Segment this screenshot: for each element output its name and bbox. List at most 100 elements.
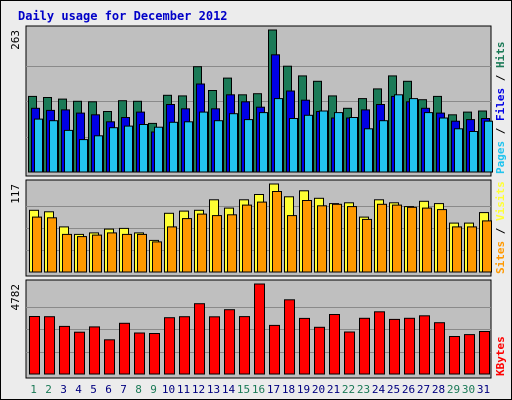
bar-pages-day-5 bbox=[94, 135, 103, 173]
bar-pages-day-24 bbox=[379, 120, 388, 173]
bar-kbytes-day-1 bbox=[29, 316, 40, 375]
day-label-25: 25 bbox=[387, 383, 400, 396]
bar-sites-day-27 bbox=[422, 207, 432, 273]
legend-files: Files bbox=[494, 88, 507, 121]
bar-pages-day-25 bbox=[394, 94, 403, 173]
day-label-31: 31 bbox=[477, 383, 490, 396]
day-label-8: 8 bbox=[135, 383, 142, 396]
bar-pages-day-23 bbox=[364, 128, 373, 173]
bar-sites-day-30 bbox=[467, 226, 477, 273]
bar-kbytes-day-9 bbox=[149, 333, 160, 375]
panel-visits-sites: 117 Sites / Visits bbox=[9, 179, 507, 277]
bar-sites-day-12 bbox=[197, 213, 207, 273]
day-label-12: 12 bbox=[192, 383, 205, 396]
bar-sites-day-19 bbox=[302, 200, 312, 273]
bar-pages-day-3 bbox=[64, 129, 73, 173]
bar-kbytes-day-24 bbox=[374, 311, 385, 375]
bar-kbytes-day-23 bbox=[359, 317, 370, 375]
bar-kbytes-day-22 bbox=[344, 331, 355, 375]
bar-sites-day-6 bbox=[107, 232, 117, 273]
bar-sites-day-4 bbox=[77, 236, 87, 273]
bar-kbytes-day-14 bbox=[224, 309, 235, 375]
day-label-11: 11 bbox=[177, 383, 190, 396]
bar-sites-day-3 bbox=[62, 233, 72, 273]
day-label-16: 16 bbox=[252, 383, 265, 396]
panel-max-label: 4782 bbox=[9, 284, 22, 311]
bar-kbytes-day-4 bbox=[74, 331, 85, 375]
day-label-18: 18 bbox=[282, 383, 295, 396]
bar-sites-day-17 bbox=[272, 191, 282, 273]
bar-kbytes-day-7 bbox=[119, 322, 130, 375]
day-label-21: 21 bbox=[327, 383, 340, 396]
bar-kbytes-day-13 bbox=[209, 316, 220, 375]
bar-pages-day-12 bbox=[199, 111, 208, 173]
bar-sites-day-11 bbox=[182, 218, 192, 273]
bar-pages-day-22 bbox=[349, 117, 358, 173]
bar-pages-day-8 bbox=[139, 124, 148, 173]
day-label-2: 2 bbox=[45, 383, 52, 396]
chart-panels: 263 Pages / Files / Hits 117 Sites / Visits… bbox=[9, 25, 507, 379]
bar-sites-day-5 bbox=[92, 234, 102, 273]
day-label-10: 10 bbox=[162, 383, 175, 396]
panel-max-label: 117 bbox=[9, 184, 22, 204]
legend-separator: / bbox=[494, 68, 507, 88]
bar-kbytes-day-28 bbox=[434, 322, 445, 375]
bar-sites-day-20 bbox=[317, 205, 327, 273]
bar-pages-day-11 bbox=[184, 121, 193, 173]
bar-kbytes-day-18 bbox=[284, 299, 295, 375]
bar-sites-day-25 bbox=[392, 204, 402, 273]
day-labels: 1 2 3 4 5 6 7 8 9 10 11 12 13 14 15 16 17 18 19 20 21 22 23 24 2… bbox=[30, 383, 490, 396]
side-legend: Sites / Visits bbox=[494, 181, 507, 274]
day-label-23: 23 bbox=[357, 383, 370, 396]
bar-sites-day-26 bbox=[407, 206, 417, 273]
bar-sites-day-18 bbox=[287, 215, 297, 273]
bar-kbytes-day-8 bbox=[134, 332, 145, 375]
bar-pages-day-20 bbox=[319, 110, 328, 173]
legend-hits: Hits bbox=[494, 42, 507, 69]
bar-kbytes-day-20 bbox=[314, 326, 325, 375]
bar-sites-day-21 bbox=[332, 203, 342, 273]
bar-pages-day-4 bbox=[79, 139, 88, 173]
day-label-14: 14 bbox=[222, 383, 236, 396]
bar-pages-day-28 bbox=[439, 117, 448, 173]
bar-pages-day-10 bbox=[169, 121, 178, 173]
bar-kbytes-day-16 bbox=[254, 283, 265, 375]
legend-visits: Visits bbox=[494, 181, 507, 221]
day-label-3: 3 bbox=[60, 383, 67, 396]
bar-kbytes-day-19 bbox=[299, 317, 310, 375]
legend-kbytes: KBytes bbox=[494, 336, 507, 376]
day-label-26: 26 bbox=[402, 383, 415, 396]
bar-sites-day-28 bbox=[437, 209, 447, 273]
bar-sites-day-2 bbox=[47, 217, 57, 273]
day-label-4: 4 bbox=[75, 383, 82, 396]
bar-kbytes-day-12 bbox=[194, 303, 205, 375]
day-label-9: 9 bbox=[150, 383, 157, 396]
bar-pages-day-1 bbox=[34, 118, 43, 173]
bar-pages-day-9 bbox=[154, 126, 163, 173]
bar-sites-day-1 bbox=[32, 216, 42, 273]
bar-kbytes-day-27 bbox=[419, 315, 430, 375]
bar-kbytes-day-25 bbox=[389, 318, 400, 375]
bar-kbytes-day-17 bbox=[269, 324, 280, 375]
day-label-30: 30 bbox=[462, 383, 475, 396]
legend-pages: Pages bbox=[494, 141, 507, 174]
bar-sites-day-24 bbox=[377, 203, 387, 273]
bar-pages-day-13 bbox=[214, 120, 223, 173]
bar-kbytes-day-29 bbox=[449, 336, 460, 375]
bar-pages-day-29 bbox=[454, 128, 463, 173]
bar-sites-day-8 bbox=[137, 233, 147, 273]
bar-kbytes-day-21 bbox=[329, 314, 340, 375]
bar-sites-day-14 bbox=[227, 214, 237, 273]
day-label-28: 28 bbox=[432, 383, 445, 396]
bar-kbytes-day-10 bbox=[164, 317, 175, 375]
day-label-19: 19 bbox=[297, 383, 310, 396]
bar-sites-day-29 bbox=[452, 226, 462, 273]
day-label-6: 6 bbox=[105, 383, 112, 396]
bar-kbytes-day-26 bbox=[404, 317, 415, 375]
legend-separator: / bbox=[494, 221, 507, 241]
bar-pages-day-15 bbox=[244, 119, 253, 173]
bar-sites-day-9 bbox=[152, 241, 162, 273]
bar-sites-day-16 bbox=[257, 201, 267, 273]
bar-sites-day-7 bbox=[122, 233, 132, 273]
